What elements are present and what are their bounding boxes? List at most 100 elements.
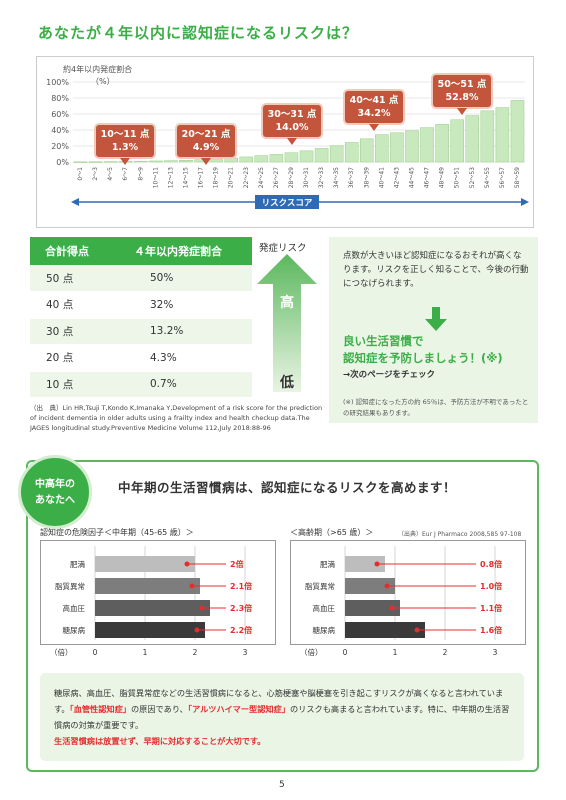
axis-unit: （倍） bbox=[50, 647, 73, 657]
advice-box: 点数が大きいほど認知症になるおそれが高くなります。リスクを正しく知ることで、今後… bbox=[329, 237, 538, 423]
audience-badge: 中高年の あなたへ bbox=[18, 455, 92, 529]
risk-bar bbox=[510, 100, 525, 163]
value-dot bbox=[184, 561, 190, 567]
y-tick-label: 80% bbox=[51, 94, 69, 103]
factor-label: 肥満 bbox=[70, 560, 85, 569]
source-citation: （出 典）Lin HR,Tsuji T,Kondo K,Imanaka Y,De… bbox=[30, 404, 323, 432]
factor-bar bbox=[95, 578, 200, 594]
next-page-link[interactable]: →次のページをチェック bbox=[343, 370, 435, 380]
summary-box: 糖尿病、高血圧、脂質異常症などの生活習慣病になると、心筋梗塞や脳梗塞を引き起こす… bbox=[40, 673, 524, 761]
value-label: 2.3倍 bbox=[230, 603, 252, 613]
table-row: 50 点 50% bbox=[30, 265, 252, 292]
x-tick-label: 22～23 bbox=[243, 167, 250, 188]
x-tick-label: 0～1 bbox=[77, 167, 84, 181]
x-tick-label: 3 bbox=[493, 648, 498, 657]
factor-bar bbox=[345, 556, 385, 572]
y-axis-unit: （%） bbox=[91, 77, 115, 86]
value-dot bbox=[384, 583, 390, 589]
arrow-risk-label: 発症リスク bbox=[259, 243, 307, 254]
value-label: 2.1倍 bbox=[230, 581, 252, 591]
summary-emphasis: 生活習慣病は放置せず、早期に対応することが大切です。 bbox=[54, 736, 266, 746]
risk-bar bbox=[88, 161, 103, 163]
value-label: 1.1倍 bbox=[480, 603, 502, 613]
table-row: 30 点 13.2% bbox=[30, 318, 252, 345]
risk-bar bbox=[465, 115, 480, 163]
risk-bar bbox=[375, 134, 389, 163]
table-cell-rate: 13.2% bbox=[104, 318, 252, 345]
risk-bar bbox=[329, 145, 344, 163]
x-tick-label: 12～13 bbox=[167, 167, 174, 188]
factor-bar bbox=[95, 622, 205, 638]
x-tick-label: 20～21 bbox=[228, 167, 235, 188]
x-tick-label: 4～5 bbox=[107, 167, 114, 181]
x-tick-label: 30～31 bbox=[303, 167, 310, 188]
value-dot bbox=[189, 583, 195, 589]
midlife-section bbox=[26, 460, 539, 772]
risk-bar bbox=[254, 155, 269, 163]
advice-text: 点数が大きいほど認知症になるおそれが高くなります。リスクを正しく知ることで、今後… bbox=[343, 251, 529, 289]
value-dot bbox=[374, 561, 380, 567]
risk-bar bbox=[179, 159, 193, 163]
risk-bar bbox=[134, 160, 148, 163]
table-cell-score: 30 点 bbox=[30, 318, 104, 345]
risk-bar bbox=[435, 124, 449, 163]
x-tick-label: 10～11 bbox=[152, 167, 159, 188]
score-table: 合計得点 ４年以内発症割合 50 点 50% 40 点 32% 30 点 13.2% … bbox=[30, 237, 252, 398]
value-label: 2.2倍 bbox=[230, 625, 252, 635]
arrow-left-icon bbox=[71, 198, 79, 206]
callout-50: 50～51 点 52.8% bbox=[431, 73, 493, 115]
risk-bar bbox=[284, 152, 299, 163]
factor-label: 高血圧 bbox=[313, 603, 336, 613]
risk-score-chart: 100% 80% 60% 40% 20% 0% 0～1 2～3 4～5 6～7 8～9 10～11 12… bbox=[36, 56, 534, 228]
risk-bar bbox=[149, 160, 163, 163]
x-tick-label: 52～53 bbox=[469, 167, 476, 188]
factor-label: 脂質異常 bbox=[305, 581, 335, 591]
factor-label: 高血圧 bbox=[63, 603, 86, 613]
advice-note: (※) 認知症になった方の約 65％は、予防方法が不明であったとの研究結果もあり… bbox=[343, 398, 529, 417]
x-tick-label: 26～27 bbox=[273, 167, 280, 188]
x-tick-label: 0 bbox=[343, 648, 348, 657]
value-label: 2倍 bbox=[230, 559, 244, 569]
risk-bar bbox=[480, 110, 495, 163]
x-tick-label: 48～49 bbox=[439, 167, 446, 188]
y-tick-label: 100% bbox=[46, 78, 69, 87]
elderly-chart-title: ＜高齢期（>65 歳）＞ bbox=[290, 528, 374, 537]
table-row: 10 点 0.7% bbox=[30, 371, 252, 398]
y-tick-label: 40% bbox=[51, 126, 69, 135]
callout-10: 10～11 点 1.3% bbox=[94, 123, 156, 165]
x-tick-label: 54～55 bbox=[484, 167, 491, 188]
risk-bar bbox=[269, 154, 284, 163]
advice-headline: 良い生活習慣で 認知症を予防しましょう！(※) bbox=[343, 334, 503, 365]
table-header-score: 合計得点 bbox=[30, 237, 104, 265]
x-tick-label: 50～51 bbox=[454, 167, 461, 188]
x-tick-label: 24～25 bbox=[258, 167, 265, 188]
callout-20: 20～21 点 4.9% bbox=[175, 123, 237, 165]
page-title: あなたが４年以内に認知症になるリスクは？ bbox=[38, 24, 359, 42]
table-cell-rate: 32% bbox=[104, 291, 252, 319]
page-number: 5 bbox=[279, 780, 285, 790]
table-cell-rate: 0.7% bbox=[104, 371, 252, 398]
factor-label: 肥満 bbox=[320, 560, 335, 569]
x-axis-label: リスクスコア bbox=[262, 198, 313, 209]
risk-bar bbox=[314, 148, 329, 163]
x-tick-label: 28～29 bbox=[288, 167, 295, 188]
risk-bar bbox=[103, 161, 118, 163]
table-cell-rate: 4.3% bbox=[104, 344, 252, 372]
risk-arrow-icon bbox=[257, 254, 317, 392]
table-row: 40 点 32% bbox=[30, 291, 252, 319]
value-dot bbox=[389, 605, 395, 611]
x-tick-label: 0 bbox=[93, 648, 98, 657]
table-header-rate: ４年以内発症割合 bbox=[104, 237, 252, 265]
callout-40: 40～41 点 34.2% bbox=[343, 89, 405, 131]
risk-chart-svg: 100% 80% 60% 40% 20% 0% 0～1 2～3 4～5 6～7 8～9 10～11 12… bbox=[46, 78, 529, 209]
x-tick-label: 38～39 bbox=[363, 167, 370, 188]
source-citation-2: （出典）Eur J Pharmaco 2008,585 97-108 bbox=[398, 531, 522, 538]
arrow-low-label: 低 bbox=[280, 375, 294, 391]
risk-bar bbox=[450, 119, 464, 163]
risk-bar bbox=[360, 138, 374, 163]
summary-text: 糖尿病、高血圧、脂質異常症などの生活習慣病になると、心筋梗塞や脳梗塞を引き起こす… bbox=[54, 688, 510, 746]
x-tick-label: 16～17 bbox=[198, 167, 205, 188]
y-tick-label: 60% bbox=[51, 110, 69, 119]
